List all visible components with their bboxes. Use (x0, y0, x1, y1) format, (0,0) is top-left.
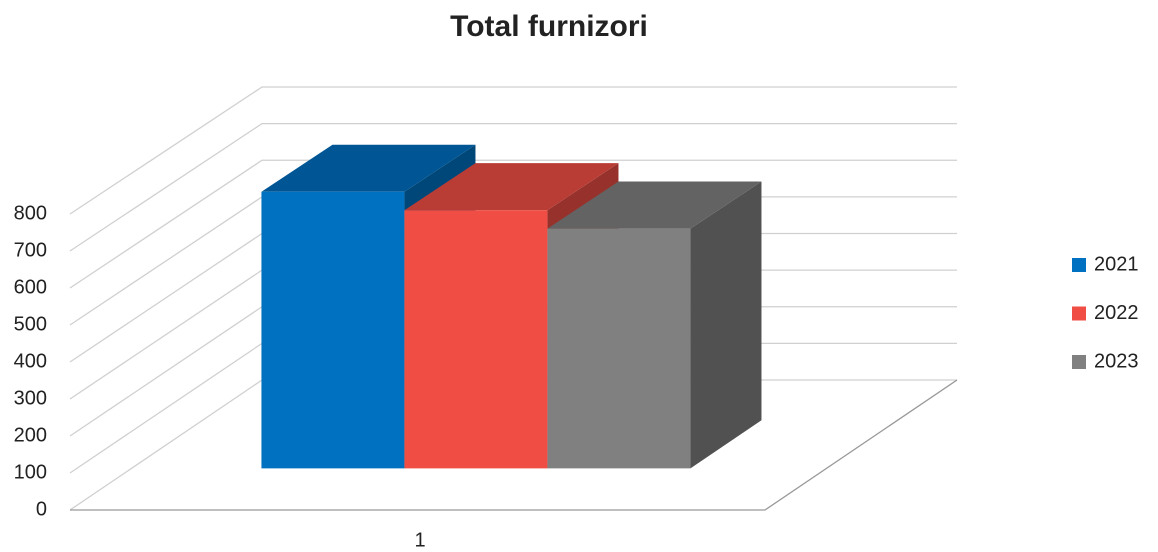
legend-label: 2022 (1094, 302, 1139, 324)
bar-top (261, 144, 476, 192)
grid-line (69, 122, 957, 252)
grid-line (69, 86, 957, 215)
chart-title: Total furnizori (450, 10, 648, 43)
y-tick-label: 400 (14, 350, 47, 372)
legend-label: 2023 (1094, 350, 1139, 372)
y-tick-label: 300 (14, 387, 47, 409)
bar-side (690, 181, 762, 469)
y-tick-label: 800 (14, 202, 47, 224)
bar (404, 210, 548, 469)
y-tick-label: 600 (14, 276, 47, 298)
legend-swatch (1072, 355, 1086, 369)
bar (261, 191, 405, 469)
legend-swatch (1072, 306, 1086, 321)
legend-label: 2021 (1094, 253, 1139, 275)
y-tick-label: 500 (14, 313, 47, 335)
y-tick-label: 200 (14, 424, 47, 446)
bar (547, 228, 691, 469)
legend-swatch (1072, 258, 1086, 272)
y-tick-label: 100 (14, 461, 47, 483)
bar-top (404, 163, 619, 211)
x-tick-label: 1 (414, 529, 425, 551)
grid-line (69, 159, 957, 289)
bar-top (547, 181, 762, 229)
y-tick-label: 700 (14, 239, 47, 261)
floor (70, 379, 958, 511)
y-tick-label: 0 (36, 498, 47, 520)
